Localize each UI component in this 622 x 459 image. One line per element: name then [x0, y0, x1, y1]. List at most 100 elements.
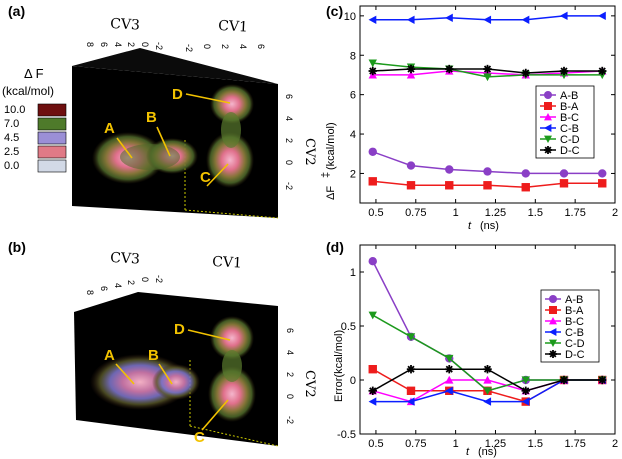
panel-d-series-C-D-point	[406, 333, 416, 341]
panel-d-xtick-label: 0.5	[368, 438, 383, 450]
colorbar-swatch-1	[37, 117, 67, 131]
panel-d-series-C-B-point	[445, 386, 453, 395]
panel-d-xlabel-unit: (ns)	[478, 446, 497, 458]
panel-d-series-C-B-point	[521, 397, 530, 406]
panel-d-xtick-label: 1	[453, 438, 459, 450]
panel-b-cv3-tick-4: 0	[140, 277, 150, 282]
panel-d-series-D-C-point	[521, 386, 530, 395]
panel-c-ylabel-var: ΔF	[325, 186, 337, 200]
panel-a-cv3-tick-0: 8	[85, 42, 95, 47]
colorbar-swatch-4	[37, 159, 67, 173]
panel-c-legend-label-A-B: A-B	[560, 90, 578, 102]
panel-b-cv3-tick-1: 6	[99, 286, 109, 291]
panel-d-chart: (d) 0.5 0.75 1 1.25 1.5 1.75 2 -0.5 0 0.5 1 t (ns)…	[326, 239, 618, 458]
panel-c-series-D-C-point	[483, 64, 492, 74]
panel-c-label: (c)	[326, 3, 343, 19]
panel-d-series-B-A-point	[368, 365, 377, 374]
panel-c-series-C-B-point	[445, 13, 453, 23]
panel-d-xlabel-var: t	[466, 446, 470, 458]
panel-b-cv3-tick-3: 2	[126, 280, 136, 285]
panel-c-series-A-B-point	[483, 167, 492, 176]
panel-d-series-D-C-point	[445, 365, 454, 374]
panel-d-series-D-C-point	[406, 365, 416, 374]
panel-b-cv3-tick-2: 4	[113, 283, 123, 288]
panel-d-xlabel: t (ns)	[466, 446, 497, 458]
panel-c-legend-label-D-C: D-C	[560, 145, 580, 157]
panel-c-xtick-label: 0.5	[368, 207, 383, 219]
panel-c-legend-marker-C-D	[544, 135, 552, 143]
panel-c-legend-marker-A-B	[544, 91, 552, 99]
panel-a-cv2-tick-1: 4	[284, 116, 294, 121]
panel-c-ytick-label: 10	[344, 11, 356, 23]
panel-c-series-B-A-point	[521, 183, 530, 192]
panel-c-series-C-B-point	[559, 11, 568, 21]
panel-a-cv2-tick-0: 6	[284, 94, 294, 99]
panel-c-series-A-B-point	[445, 165, 454, 174]
panel-c-series-C-B-point	[598, 11, 606, 21]
panel-b-cv2-tick-0: 6	[285, 328, 295, 333]
panel-c-series-A-B-point	[559, 169, 569, 178]
colorbar-value-1: 7.0	[4, 118, 19, 130]
panel-c-series-C-B-point	[406, 15, 415, 24]
panel-c-legend-marker-C-B	[544, 124, 552, 132]
panel-b-cv2-tick-3: 0	[285, 394, 295, 399]
panel-c-ytick-label: 4	[350, 129, 356, 141]
panel-d-xtick-label: 1.25	[485, 438, 506, 450]
panel-b-cv3-title: CV3	[110, 250, 141, 268]
panel-d-series-B-C-point	[445, 375, 454, 384]
panel-d-plot-frame	[359, 244, 616, 435]
panel-c-series-B-A-point	[598, 179, 607, 188]
panel-a-cv1-tick-1: 0	[202, 44, 212, 49]
panel-d-legend-marker-B-C	[549, 317, 557, 325]
panel-a-cv3-tick-4: 0	[140, 42, 150, 47]
panel-c-xtick-label: 2	[612, 207, 618, 219]
panel-c-series-D-C-point	[445, 64, 454, 74]
panel-b-state-b: B	[148, 347, 159, 364]
panel-c-xtick-label: 1	[453, 207, 459, 219]
panel-d-ytick-label: 1	[350, 267, 356, 279]
panel-b-cv2-tick-4: -2	[285, 416, 295, 424]
panel-c-xtick-label: 1.5	[528, 207, 543, 219]
panel-b-well-b	[152, 364, 200, 400]
panel-d-legend-label-B-C: B-C	[565, 316, 584, 328]
panel-c-ytick-label: 2	[350, 168, 356, 180]
panel-d-legend-marker-C-B	[549, 328, 557, 336]
panel-a-cv2-tick-4: -2	[284, 182, 294, 190]
panel-c-ylabel-unit: (kcal/mol)	[325, 122, 337, 170]
panel-c-legend-label-B-A: B-A	[560, 101, 579, 113]
panel-b-surface: (b) A B C D CV3 CV1 CV2 8 6 4 2 0 -2 6 4…	[8, 239, 317, 447]
panel-c-series-C-D-point	[368, 59, 377, 68]
panel-a-cv3-tick-5: -2	[154, 42, 164, 50]
panel-a-cv1-tick-4: 6	[256, 44, 266, 49]
panel-d-ytick-label: 0.5	[341, 321, 356, 333]
panel-c-series-C-B-point	[521, 15, 530, 24]
panel-c-series-D-C-point	[598, 66, 607, 76]
panel-d-ytick-label: 0	[350, 375, 356, 387]
panel-c-series-A-B-point	[521, 169, 530, 178]
panel-c-xlabel-var: t	[468, 220, 472, 232]
panel-a-state-b: B	[146, 109, 157, 126]
panel-c-ylabel-sup: ‡	[320, 172, 332, 178]
panel-c-series-B-C-point	[406, 70, 416, 79]
panel-c-legend-label-C-D: C-D	[560, 134, 580, 146]
panel-d-legend-label-B-A: B-A	[565, 305, 584, 317]
panel-a-state-c: C	[200, 169, 211, 186]
colorbar-swatch-2	[37, 131, 67, 145]
panel-b-state-d: D	[174, 321, 185, 338]
panel-c-series-B-A-point	[559, 179, 569, 188]
panel-a-state-d: D	[172, 86, 183, 103]
panel-d-series-C-B-point	[406, 397, 415, 406]
panel-d-series-C-D-point	[483, 387, 492, 395]
panel-a-cv1-tick-2: 2	[220, 44, 230, 49]
panel-b-well-d	[210, 316, 254, 360]
panel-c-ytick-label: 8	[350, 50, 356, 62]
panel-d-series-D-C-point	[598, 375, 607, 385]
colorbar-value-0: 10.0	[4, 104, 25, 116]
panel-c-chart: (c) 0.5 0.75 1 1.25 1.5 1.75 2 2 4 6 8 10 t (ns) ΔF…	[320, 3, 618, 232]
panel-a-cv1-title: CV1	[218, 18, 249, 36]
panel-b-cv2-tick-1: 4	[285, 350, 295, 355]
panel-d-series-D-C-point	[368, 386, 377, 395]
panel-b-cv3-tick-5: -2	[154, 275, 164, 283]
panel-c-ytick-label: 6	[350, 90, 356, 102]
panel-d-legend-marker-C-D	[549, 339, 557, 347]
